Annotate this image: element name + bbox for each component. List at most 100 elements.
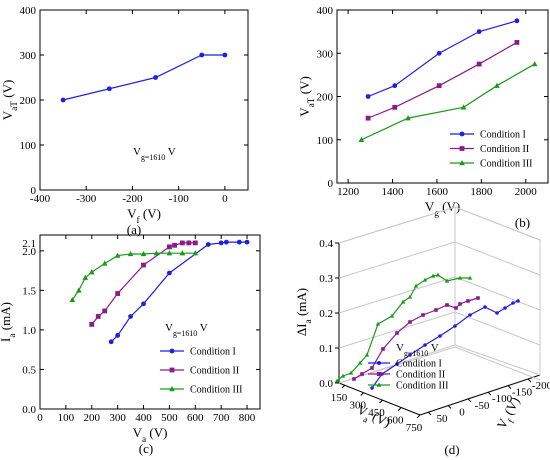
back-floor-edge-2 — [454, 344, 541, 376]
data-point — [205, 242, 211, 247]
va-tick — [360, 392, 365, 396]
data-point — [516, 299, 520, 303]
panel-label: (b) — [515, 215, 530, 230]
data-point — [192, 240, 198, 246]
y-tick-label: 0.0 — [22, 404, 36, 416]
data-point — [340, 373, 346, 378]
data-point — [60, 97, 66, 103]
legend-label: Condition III — [480, 159, 533, 170]
panel-c: 0 100 200 300 400 500 600 700 800 0.0 0.5 1.0 1.5 2.0… — [0, 234, 261, 456]
plot-frame — [39, 9, 249, 191]
legend-marker — [377, 361, 381, 365]
z-gridline — [338, 276, 456, 314]
data-point — [364, 352, 370, 357]
series-line — [110, 241, 248, 343]
z-axis-label: ΔIa (mA) — [294, 288, 314, 336]
vf-tick — [447, 405, 452, 409]
data-point — [435, 272, 441, 277]
z-gridline-right — [454, 241, 541, 276]
x-tick-label: -300 — [76, 193, 97, 205]
annotation: Vg=1610 V — [396, 342, 439, 358]
data-point — [179, 250, 186, 256]
data-point — [392, 83, 398, 89]
data-point — [395, 362, 399, 366]
legend-label: Condition I — [396, 359, 442, 370]
z-gridline-right — [454, 311, 541, 346]
vf-tick — [507, 385, 512, 389]
z-tick-label: 0.2 — [319, 308, 333, 320]
data-point — [422, 277, 428, 282]
data-point — [334, 378, 340, 383]
x-tick-label: 2000 — [515, 186, 538, 198]
data-point — [468, 313, 472, 317]
data-point — [102, 308, 108, 314]
data-point — [153, 250, 160, 256]
panel-label: (c) — [139, 441, 153, 456]
data-point — [89, 321, 95, 327]
series-line — [62, 54, 225, 101]
data-point — [244, 239, 250, 245]
data-point — [141, 262, 146, 268]
z-gridline — [338, 241, 456, 279]
legend-label: Condition II — [396, 370, 445, 381]
data-point — [400, 299, 406, 304]
data-point — [357, 360, 363, 365]
data-point — [458, 302, 462, 306]
x-tick-label: 600 — [187, 412, 204, 424]
z-gridline-right — [454, 276, 541, 311]
vf-tick-label: -50 — [475, 400, 490, 412]
va-axis-floor — [338, 382, 421, 416]
va-tick-label: 750 — [406, 422, 423, 434]
data-point — [454, 306, 458, 310]
data-point — [503, 306, 507, 310]
va-tick-label: 600 — [387, 415, 404, 427]
y-tick-label: 0 — [328, 178, 334, 190]
legend-marker — [459, 131, 465, 137]
va-axis-label: Va (V) — [353, 402, 393, 435]
series-line — [91, 242, 196, 325]
data-point — [444, 278, 450, 283]
legend-label: Condition III — [190, 385, 243, 396]
y-tick-label: 1.5 — [22, 285, 36, 297]
series-line — [336, 274, 470, 382]
panel-label: (d) — [444, 442, 459, 457]
data-point — [127, 250, 134, 257]
data-point — [381, 347, 385, 351]
legend-label: Condition III — [396, 381, 449, 392]
x-tick-label: 0 — [37, 412, 43, 424]
data-point — [466, 299, 470, 303]
data-point — [172, 242, 177, 248]
z-tick-label: 0.3 — [319, 273, 333, 285]
legend-label: Condition I — [190, 347, 236, 358]
data-point — [166, 250, 173, 256]
data-point — [407, 294, 413, 299]
y-tick-label: 200 — [20, 95, 37, 107]
data-point — [76, 287, 82, 293]
y-tick-label: 2.0 — [22, 246, 36, 258]
x-axis-label: Va (V) — [133, 425, 168, 445]
data-point — [436, 83, 442, 89]
data-point — [370, 386, 374, 390]
va-tick — [341, 384, 346, 389]
data-point — [141, 301, 146, 307]
vf-tick — [487, 391, 492, 396]
vf-axis-floor — [419, 374, 541, 416]
data-point — [457, 275, 463, 280]
data-point — [370, 366, 374, 370]
data-point — [514, 40, 520, 45]
data-point — [360, 372, 364, 376]
data-point — [153, 75, 158, 80]
data-point — [167, 244, 172, 250]
va-tick — [416, 414, 421, 419]
data-point — [445, 303, 449, 307]
data-point — [436, 50, 442, 56]
vf-tick — [527, 378, 532, 383]
data-point — [430, 273, 436, 278]
x-tick-label: 400 — [135, 412, 152, 424]
legend-label: Condition I — [480, 130, 526, 141]
x-tick-label: 200 — [84, 412, 101, 424]
data-point — [511, 301, 515, 305]
data-point — [115, 333, 121, 338]
data-point — [421, 313, 425, 317]
